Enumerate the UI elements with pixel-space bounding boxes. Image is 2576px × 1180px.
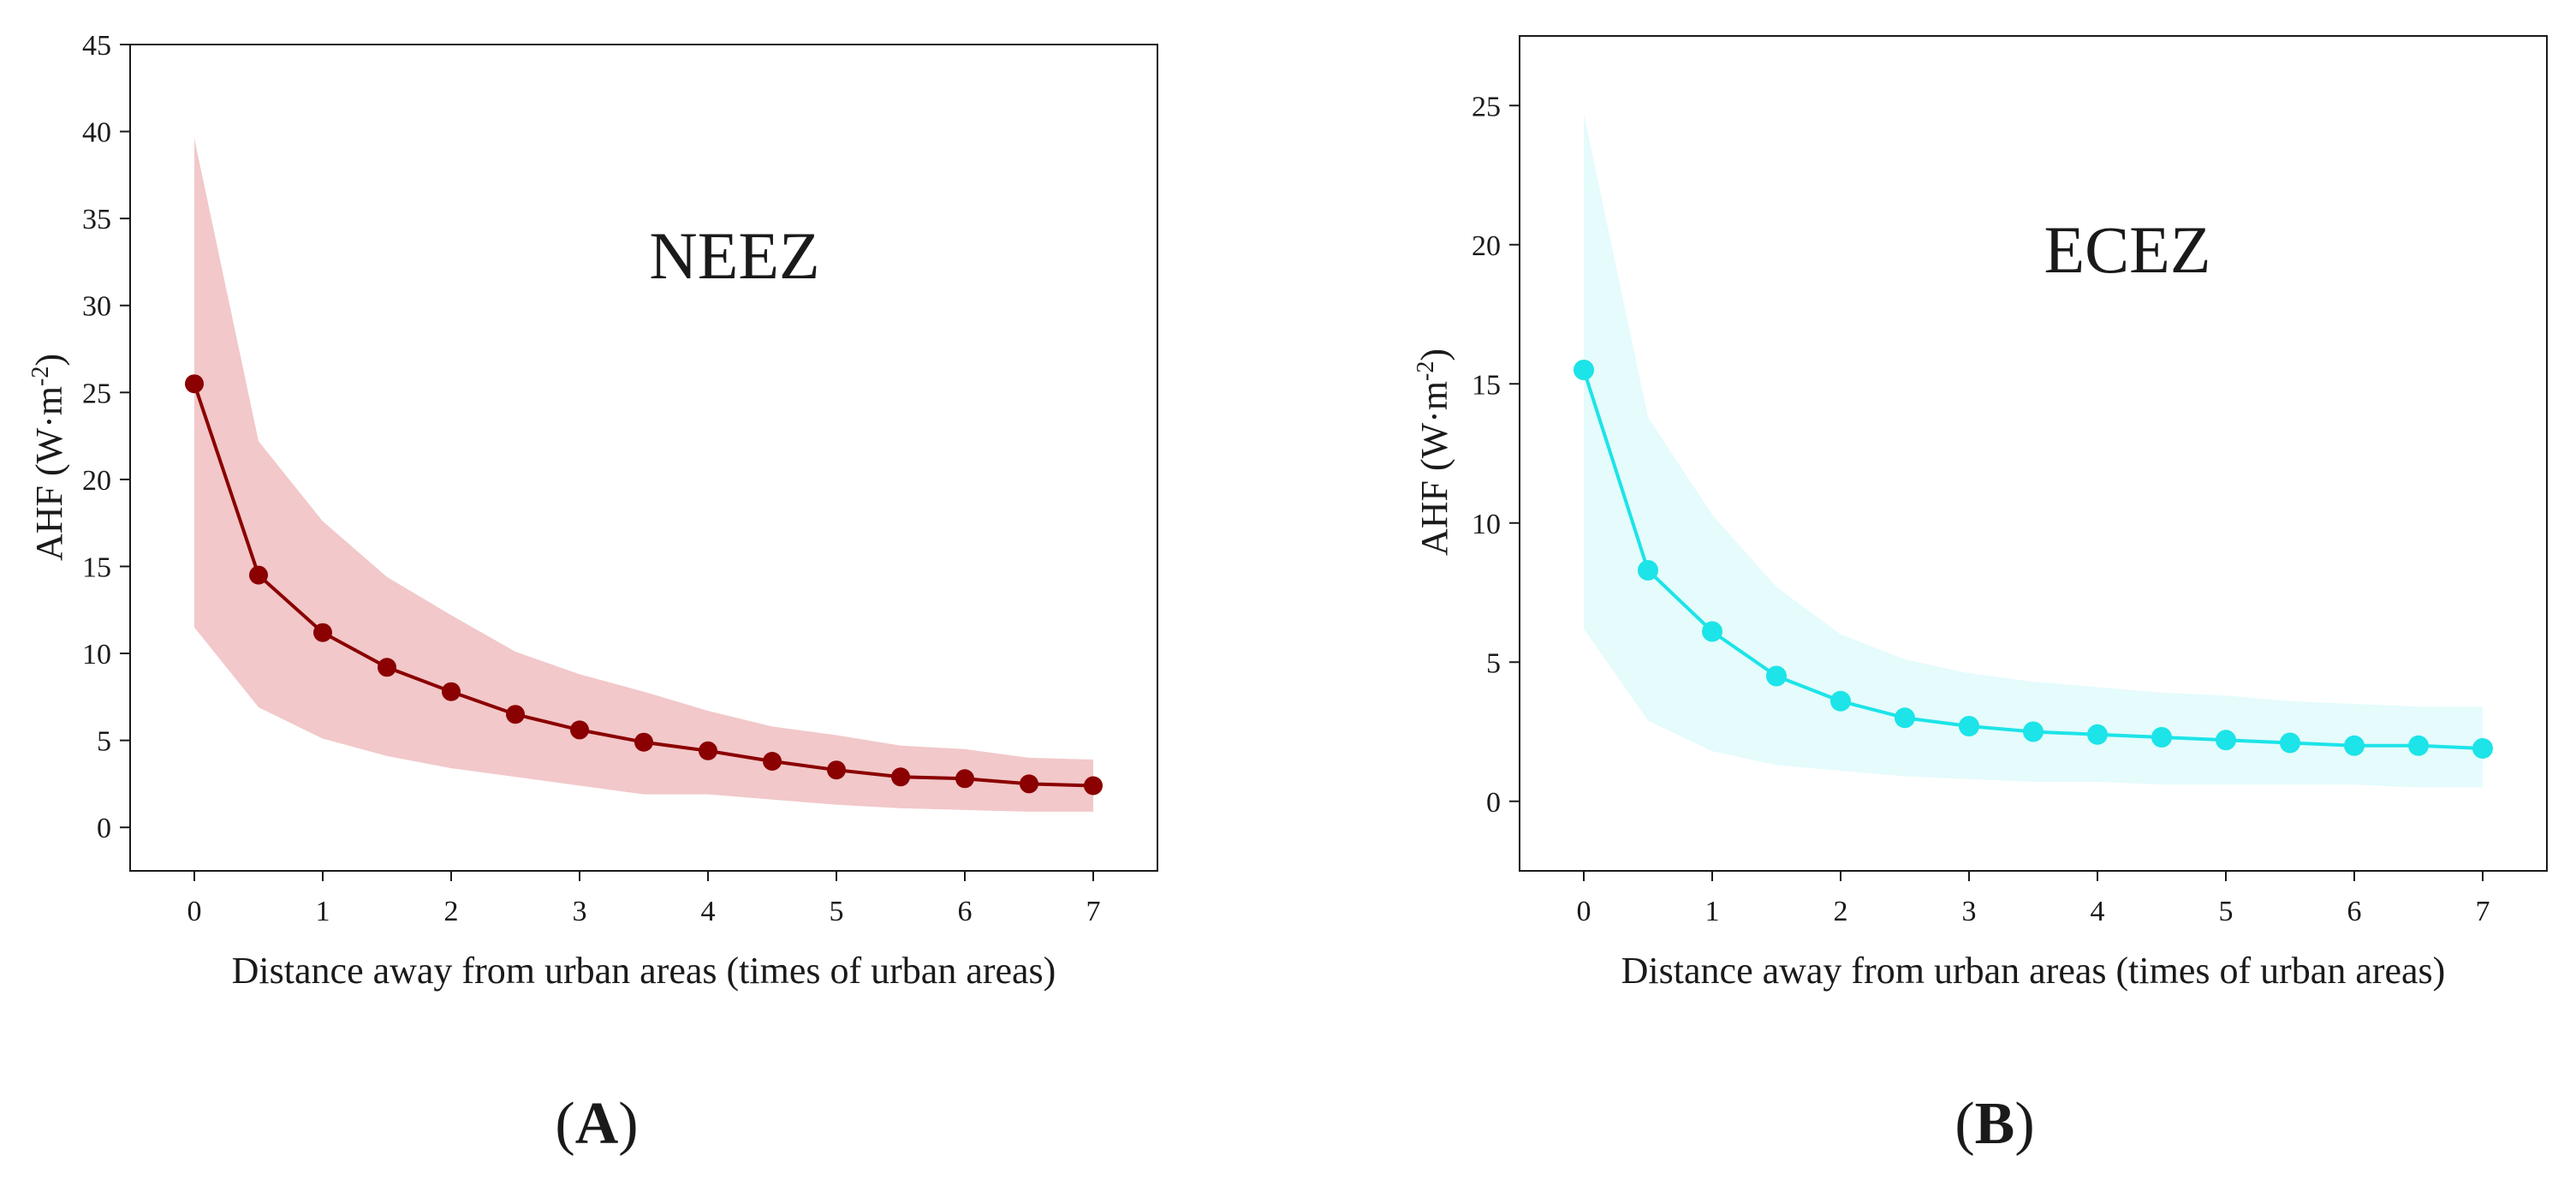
y-tick-label: 5 (97, 726, 111, 758)
x-tick-label: 2 (444, 896, 459, 927)
x-tick-label: 4 (2091, 896, 2105, 927)
y-tick-label: 20 (82, 465, 111, 497)
y-axis-title-prefix-ecez: AHF (W·m (1413, 381, 1455, 556)
range-band-layer-neez (194, 138, 1093, 812)
x-tick-label: 5 (830, 896, 844, 927)
x-tick-label: 0 (187, 896, 202, 927)
panel-label-a: (A) (555, 1091, 638, 1157)
chart-panel-ecez: 0 5 10 15 20 25 0 1 2 3 4 5 6 7 ECEZ Distance away f… (1413, 35, 2548, 1157)
data-points-ecez (1574, 360, 2493, 759)
range-band (194, 138, 1093, 812)
data-point (891, 767, 910, 787)
x-tick-label: 3 (1962, 896, 1977, 927)
data-point (313, 623, 332, 642)
range-band-layer-ecez (1584, 114, 2483, 788)
data-point (185, 374, 204, 394)
x-tick-label: 3 (573, 896, 587, 927)
y-tick-label: 25 (82, 378, 111, 409)
y-tick-label: 10 (1472, 509, 1501, 540)
y-axis-ticks-ecez: 0 5 10 15 20 25 (1472, 91, 1520, 819)
data-point (1766, 665, 1787, 687)
y-tick-label: 35 (82, 204, 111, 235)
x-tick-label: 0 (1577, 896, 1591, 927)
x-axis-ticks-neez: 0 1 2 3 4 5 6 7 (187, 871, 1101, 927)
data-point (1895, 707, 1915, 729)
y-tick-label: 0 (97, 813, 111, 844)
y-axis-title-ecez: AHF (W·m-2) (1413, 349, 1455, 556)
y-axis-title-prefix-neez: AHF (W·m (28, 386, 70, 561)
x-tick-label: 1 (1705, 896, 1720, 927)
y-axis-title-exponent-neez: -2 (27, 367, 54, 386)
y-axis-title-suffix-ecez: ) (1413, 349, 1455, 361)
data-point (2280, 732, 2300, 754)
data-point (1574, 360, 1594, 380)
x-tick-label: 7 (2476, 896, 2490, 927)
data-points-neez (185, 374, 1103, 796)
data-point (442, 682, 461, 701)
y-tick-label: 45 (82, 30, 111, 62)
data-point (634, 732, 653, 752)
data-point (2216, 730, 2236, 751)
y-tick-label: 5 (1486, 647, 1501, 679)
x-axis-title-ecez: Distance away from urban areas (times of… (1621, 950, 2446, 992)
data-point (378, 658, 396, 677)
y-axis-ticks-neez: 0 5 10 15 20 25 30 35 40 45 (82, 30, 130, 844)
range-band (1584, 114, 2483, 788)
data-point (1702, 621, 1722, 642)
x-axis-title-neez: Distance away from urban areas (times of… (232, 950, 1056, 992)
y-tick-label: 15 (1472, 369, 1501, 401)
data-point (1959, 716, 1979, 736)
chart-title-ecez: ECEZ (2044, 212, 2211, 287)
x-tick-label: 6 (958, 896, 973, 927)
y-tick-label: 30 (82, 291, 111, 323)
panel-letter-a: A (575, 1091, 619, 1157)
x-axis-ticks-ecez: 0 1 2 3 4 5 6 7 (1577, 871, 2490, 927)
data-point (2023, 721, 2044, 742)
data-point (506, 705, 525, 724)
data-point (2151, 727, 2172, 748)
y-tick-label: 15 (82, 551, 111, 583)
data-point (763, 752, 782, 771)
y-axis-title-neez: AHF (W·m-2) (27, 354, 70, 561)
y-tick-label: 40 (82, 117, 111, 149)
x-tick-label: 6 (2347, 896, 2362, 927)
data-point (2408, 735, 2429, 756)
y-axis-title-suffix-neez: ) (28, 354, 70, 367)
data-point (827, 760, 846, 780)
data-point (570, 720, 589, 740)
panel-label-b: (B) (1954, 1091, 2034, 1157)
data-point (1084, 776, 1103, 796)
y-tick-label: 0 (1486, 787, 1501, 819)
x-tick-label: 4 (701, 896, 716, 927)
data-point (2344, 735, 2365, 756)
y-tick-label: 25 (1472, 91, 1501, 122)
x-tick-label: 1 (316, 896, 330, 927)
x-tick-label: 2 (1834, 896, 1848, 927)
y-tick-label: 20 (1472, 230, 1501, 262)
data-point (1830, 690, 1851, 712)
chart-title-neez: NEEZ (649, 218, 819, 293)
data-point (2087, 724, 2108, 745)
data-point (2472, 738, 2493, 759)
panel-letter-b: B (1975, 1091, 2015, 1157)
y-tick-label: 10 (82, 639, 111, 670)
y-axis-title-exponent-ecez: -2 (1413, 361, 1439, 381)
data-point (955, 769, 974, 789)
data-point (699, 741, 717, 760)
data-point (1020, 774, 1038, 794)
x-tick-label: 7 (1086, 896, 1101, 927)
data-point (249, 565, 268, 585)
x-tick-label: 5 (2219, 896, 2234, 927)
data-point (1638, 560, 1658, 581)
